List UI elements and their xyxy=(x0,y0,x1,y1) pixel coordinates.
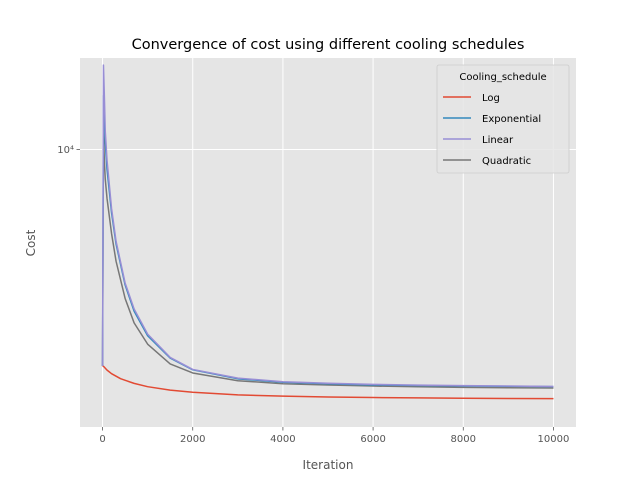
x-tick-label: 8000 xyxy=(451,434,476,445)
legend-label-linear: Linear xyxy=(482,135,514,146)
y-axis-label: Cost xyxy=(24,229,38,256)
legend: Cooling_schedule Log Exponential Linear Qua… xyxy=(436,64,570,174)
x-axis-ticks: 0 2000 4000 6000 8000 10000 xyxy=(99,427,569,445)
y-axis-ticks: 10⁴ xyxy=(57,145,80,156)
legend-title: Cooling_schedule xyxy=(459,72,546,83)
x-tick-label: 10000 xyxy=(538,434,570,445)
series-layer xyxy=(101,64,554,400)
legend-items: Log Exponential Linear Quadratic xyxy=(443,93,541,167)
series-line-log xyxy=(102,365,554,400)
legend-label-quadratic: Quadratic xyxy=(482,156,531,167)
legend-label-log: Log xyxy=(482,93,500,104)
x-tick-label: 6000 xyxy=(360,434,385,445)
series-line-quadratic xyxy=(101,130,554,389)
x-axis-label: Iteration xyxy=(303,458,354,472)
chart-title: Convergence of cost using different cool… xyxy=(132,37,525,53)
x-tick-label: 2000 xyxy=(180,434,205,445)
legend-label-exponential: Exponential xyxy=(482,114,541,125)
x-tick-label: 0 xyxy=(99,434,105,445)
series-line-linear xyxy=(101,64,554,388)
x-tick-label: 4000 xyxy=(270,434,295,445)
legend-box xyxy=(436,64,570,174)
y-tick-label: 10⁴ xyxy=(57,145,74,156)
